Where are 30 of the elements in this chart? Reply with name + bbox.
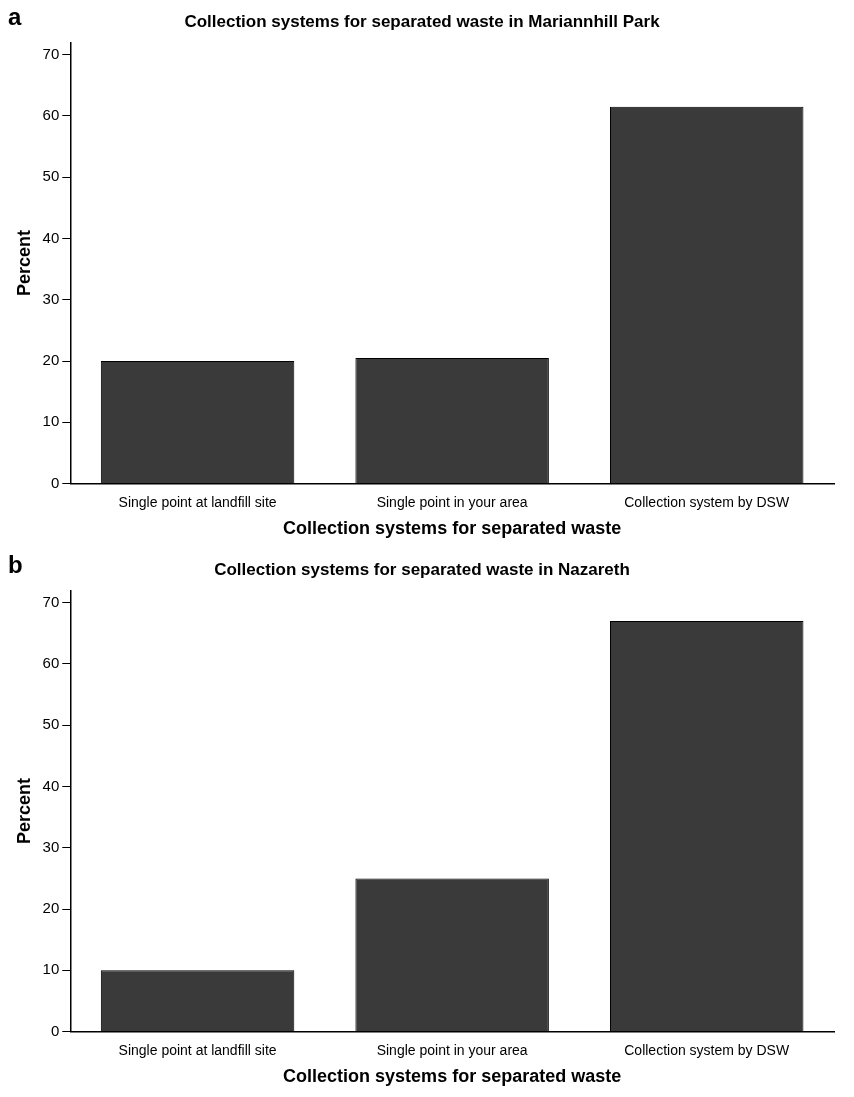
- y-tick-label: 60: [42, 654, 60, 672]
- y-tick-label: 20: [42, 899, 60, 917]
- x-axis-title: Collection systems for separated waste: [283, 518, 622, 539]
- x-tick-label: Single point at landfill site: [118, 493, 277, 510]
- y-tick-label: 50: [42, 715, 60, 733]
- chart-title: Collection systems for separated waste in Nazareth: [214, 559, 630, 579]
- y-tick-label: 30: [42, 289, 60, 307]
- x-axis-title: Collection systems for separated waste: [283, 1066, 622, 1087]
- y-tick-label: 10: [42, 412, 60, 430]
- x-tick-label: Single point at landfill site: [118, 1041, 277, 1058]
- y-tick-label: 20: [42, 351, 60, 369]
- y-tick-label: 70: [42, 44, 60, 62]
- x-tick-label: Collection system by DSW: [624, 1041, 790, 1058]
- y-tick-label: 40: [42, 776, 60, 794]
- y-axis-title: Percent: [13, 777, 34, 845]
- y-tick-label: 30: [42, 837, 60, 855]
- y-tick-label: 10: [42, 960, 60, 978]
- x-tick-label: Collection system by DSW: [624, 493, 790, 510]
- text: b: [8, 550, 23, 578]
- x-tick-label: Single point in your area: [376, 493, 528, 510]
- x-tick-label: Single point in your area: [376, 1041, 528, 1058]
- y-tick-label: 50: [42, 167, 60, 185]
- y-tick-label: 0: [50, 1021, 60, 1039]
- y-tick-label: 70: [42, 592, 60, 610]
- y-tick-label: 60: [42, 106, 60, 124]
- y-axis-title: Percent: [13, 229, 34, 297]
- y-tick-label: 0: [50, 473, 60, 491]
- y-tick-label: 40: [42, 228, 60, 246]
- chart-title: Collection systems for separated waste in Mariannhill Park: [184, 11, 661, 31]
- text: a: [8, 2, 22, 30]
